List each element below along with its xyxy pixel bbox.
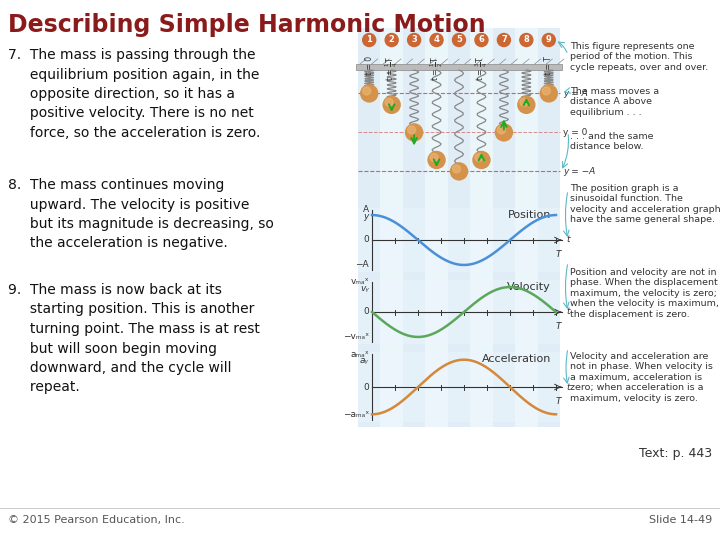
Text: 7: 7: [501, 36, 507, 44]
Circle shape: [405, 124, 423, 141]
Circle shape: [451, 163, 467, 180]
Text: T: T: [555, 397, 561, 406]
Text: y = −A: y = −A: [563, 167, 595, 176]
Bar: [356, 64, 562, 70]
Bar: [358, 280, 560, 344]
Text: 8: 8: [523, 36, 529, 44]
Bar: [358, 208, 560, 272]
Bar: [470, 28, 492, 427]
Text: −vₘₐˣ: −vₘₐˣ: [343, 333, 369, 341]
Text: . . . and the same
distance below.: . . . and the same distance below.: [570, 132, 654, 151]
Circle shape: [408, 126, 415, 134]
Text: −A: −A: [356, 260, 369, 269]
Text: 0: 0: [364, 235, 369, 245]
Circle shape: [495, 124, 513, 141]
Text: This figure represents one
period of the motion. This
cycle repeats, over and ov: This figure represents one period of the…: [570, 42, 708, 72]
Text: y = A: y = A: [563, 89, 588, 98]
Text: 1: 1: [366, 36, 372, 44]
Circle shape: [542, 87, 550, 95]
Text: Velocity: Velocity: [508, 282, 551, 292]
Circle shape: [363, 33, 376, 46]
Bar: [358, 352, 560, 422]
Circle shape: [498, 126, 505, 134]
Text: 0: 0: [364, 382, 369, 392]
Text: 5: 5: [456, 36, 462, 44]
Text: Text: p. 443: Text: p. 443: [639, 447, 712, 460]
Circle shape: [498, 33, 510, 46]
Circle shape: [518, 96, 535, 113]
Text: y: y: [364, 212, 369, 221]
Text: 9.  The mass is now back at its
     starting position. This is another
     tur: 9. The mass is now back at its starting …: [8, 283, 260, 395]
Bar: [538, 28, 560, 427]
Text: y = 0: y = 0: [563, 128, 588, 137]
Text: A: A: [363, 205, 369, 214]
Bar: [515, 28, 538, 427]
Text: 7.  The mass is passing through the
     equilibrium position again, in the
    : 7. The mass is passing through the equil…: [8, 48, 261, 140]
Text: aₘₐˣ: aₘₐˣ: [350, 350, 369, 359]
Text: 0: 0: [364, 307, 369, 316]
Circle shape: [383, 96, 400, 113]
Text: The mass moves a
distance A above
equilibrium . . .: The mass moves a distance A above equili…: [570, 87, 659, 117]
Bar: [448, 28, 470, 427]
Text: t: t: [566, 307, 570, 316]
Text: 6: 6: [479, 36, 485, 44]
Bar: [403, 28, 426, 427]
Circle shape: [385, 33, 398, 46]
Circle shape: [520, 98, 528, 106]
Text: Slide 14-49: Slide 14-49: [649, 515, 712, 525]
Bar: [492, 28, 515, 427]
Text: −aₘₐˣ: −aₘₐˣ: [343, 410, 369, 419]
Text: t: t: [566, 235, 570, 245]
Text: 3: 3: [411, 36, 417, 44]
Text: 2: 2: [389, 36, 395, 44]
Text: vᵧ: vᵧ: [360, 284, 369, 293]
Circle shape: [452, 165, 461, 173]
Circle shape: [540, 85, 557, 102]
Text: Describing Simple Harmonic Motion: Describing Simple Harmonic Motion: [8, 13, 485, 37]
Text: T: T: [555, 250, 561, 259]
Text: 8.  The mass continues moving
     upward. The velocity is positive
     but its: 8. The mass continues moving upward. The…: [8, 178, 274, 251]
Circle shape: [408, 33, 420, 46]
Text: Position and velocity are not in
phase. When the displacement is
maximum, the ve: Position and velocity are not in phase. …: [570, 268, 720, 319]
Text: 9: 9: [546, 36, 552, 44]
Text: aᵧ: aᵧ: [360, 356, 369, 365]
Circle shape: [452, 33, 466, 46]
Text: t: t: [566, 382, 570, 392]
Circle shape: [363, 87, 371, 95]
Bar: [426, 28, 448, 427]
Circle shape: [475, 33, 488, 46]
Text: Velocity and acceleration are
not in phase. When velocity is
a maximum, accelera: Velocity and acceleration are not in pha…: [570, 352, 713, 403]
Text: t = 0: t = 0: [365, 56, 374, 75]
Circle shape: [520, 33, 533, 46]
Circle shape: [542, 33, 555, 46]
Text: t = $\frac{1}{2}$T: t = $\frac{1}{2}$T: [428, 56, 445, 82]
Text: 4: 4: [433, 36, 439, 44]
Circle shape: [475, 153, 483, 161]
Text: Acceleration: Acceleration: [482, 354, 551, 364]
Text: t = T: t = T: [544, 56, 553, 75]
Bar: [380, 28, 403, 427]
Text: t = $\frac{3}{4}$T: t = $\frac{3}{4}$T: [473, 56, 490, 82]
Circle shape: [361, 85, 378, 102]
Circle shape: [430, 153, 438, 161]
Text: vₘₐˣ: vₘₐˣ: [351, 277, 369, 286]
Text: Position: Position: [508, 210, 551, 220]
Bar: [358, 28, 380, 427]
Text: t = $\frac{1}{4}$T: t = $\frac{1}{4}$T: [384, 56, 400, 82]
Text: T: T: [555, 322, 561, 331]
Circle shape: [428, 152, 445, 168]
Text: © 2015 Pearson Education, Inc.: © 2015 Pearson Education, Inc.: [8, 515, 185, 525]
Circle shape: [385, 98, 393, 106]
Text: The position graph is a
sinusoidal function. The
velocity and acceleration graph: The position graph is a sinusoidal funct…: [570, 184, 720, 224]
Circle shape: [473, 152, 490, 168]
Circle shape: [430, 33, 443, 46]
